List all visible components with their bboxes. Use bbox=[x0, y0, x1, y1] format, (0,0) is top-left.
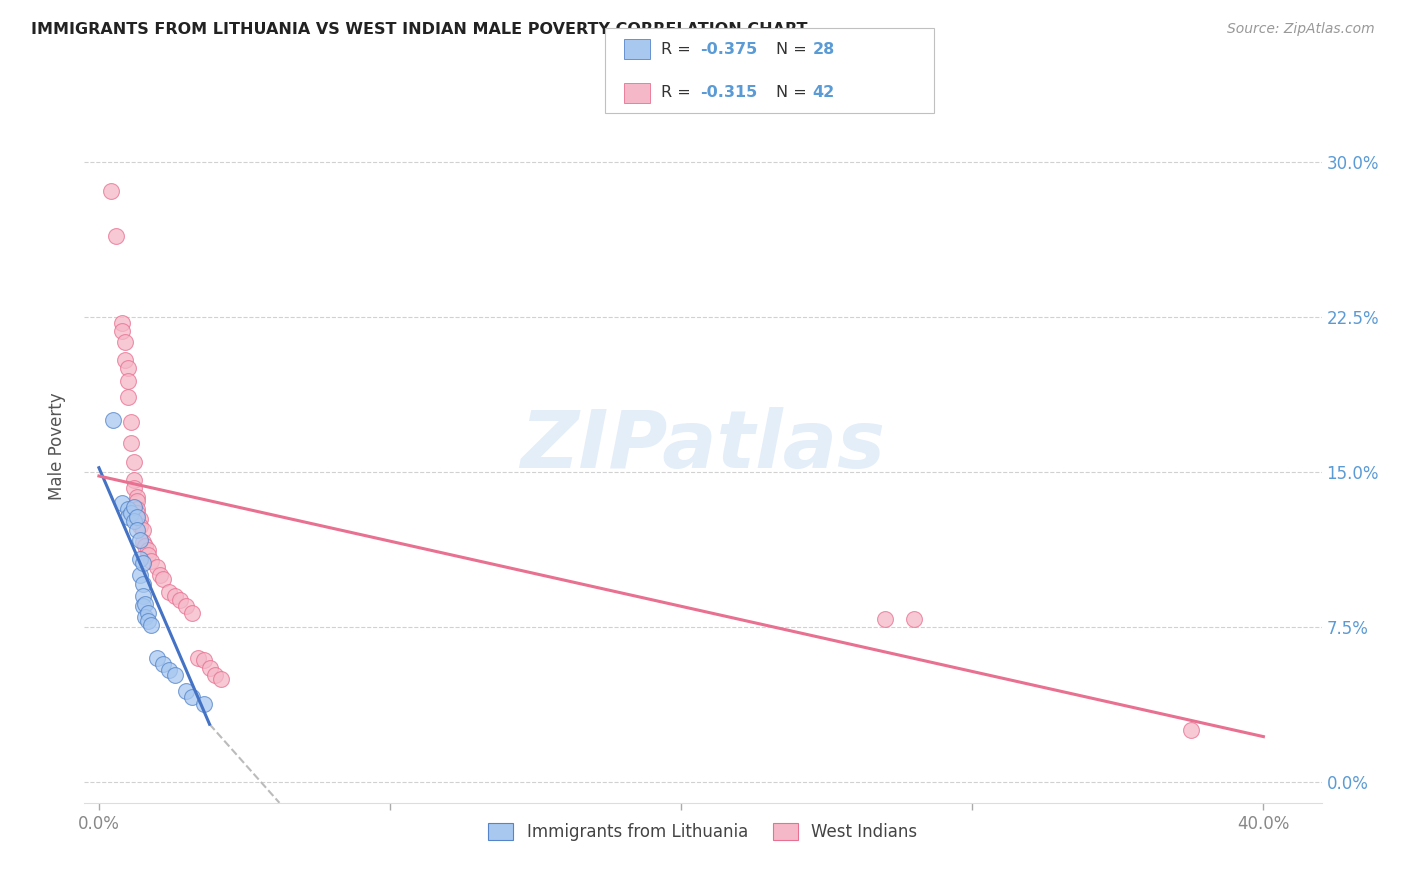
Point bbox=[111, 496, 134, 510]
Point bbox=[903, 612, 925, 626]
Point bbox=[122, 515, 145, 529]
Point bbox=[152, 573, 174, 587]
Point bbox=[131, 589, 153, 603]
Text: Source: ZipAtlas.com: Source: ZipAtlas.com bbox=[1227, 22, 1375, 37]
Point bbox=[138, 606, 160, 620]
Point bbox=[103, 413, 125, 427]
Point bbox=[117, 374, 139, 388]
Point bbox=[111, 316, 134, 330]
Point bbox=[120, 415, 142, 429]
Point bbox=[198, 661, 221, 675]
Point bbox=[134, 609, 156, 624]
Point bbox=[128, 518, 150, 533]
Text: R =: R = bbox=[661, 86, 696, 100]
Point bbox=[141, 618, 163, 632]
Point bbox=[141, 554, 163, 568]
Point bbox=[122, 482, 145, 496]
Point bbox=[152, 657, 174, 672]
Point bbox=[128, 512, 150, 526]
Point bbox=[187, 651, 209, 665]
Text: ZIPatlas: ZIPatlas bbox=[520, 407, 886, 485]
Text: R =: R = bbox=[661, 42, 696, 56]
Point bbox=[174, 599, 197, 614]
Point bbox=[125, 506, 148, 520]
Point bbox=[131, 535, 153, 549]
Point bbox=[114, 334, 136, 349]
Point bbox=[131, 599, 153, 614]
Text: N =: N = bbox=[776, 86, 813, 100]
Text: -0.375: -0.375 bbox=[700, 42, 758, 56]
Point bbox=[125, 493, 148, 508]
Point bbox=[117, 391, 139, 405]
Point bbox=[131, 556, 153, 570]
Point bbox=[193, 653, 215, 667]
Point bbox=[125, 502, 148, 516]
Point bbox=[131, 523, 153, 537]
Point bbox=[128, 551, 150, 566]
Point bbox=[117, 502, 139, 516]
Point bbox=[169, 593, 191, 607]
Point bbox=[149, 568, 172, 582]
Point bbox=[146, 651, 169, 665]
Point bbox=[138, 543, 160, 558]
Point bbox=[138, 548, 160, 562]
Point bbox=[117, 361, 139, 376]
Point bbox=[181, 690, 204, 705]
Point bbox=[125, 510, 148, 524]
Point bbox=[100, 184, 122, 198]
Point bbox=[134, 597, 156, 611]
Point bbox=[105, 229, 128, 244]
Point bbox=[117, 510, 139, 524]
Text: IMMIGRANTS FROM LITHUANIA VS WEST INDIAN MALE POVERTY CORRELATION CHART: IMMIGRANTS FROM LITHUANIA VS WEST INDIAN… bbox=[31, 22, 807, 37]
Point bbox=[204, 667, 226, 681]
Point bbox=[122, 500, 145, 514]
Point bbox=[146, 560, 169, 574]
Point bbox=[157, 664, 180, 678]
Point bbox=[111, 324, 134, 338]
Point bbox=[157, 584, 180, 599]
Point bbox=[114, 353, 136, 368]
Point bbox=[128, 568, 150, 582]
Y-axis label: Male Poverty: Male Poverty bbox=[48, 392, 66, 500]
Point bbox=[138, 614, 160, 628]
Point bbox=[181, 606, 204, 620]
Point bbox=[163, 667, 186, 681]
Point bbox=[209, 672, 232, 686]
Point bbox=[163, 589, 186, 603]
Point bbox=[122, 473, 145, 487]
Text: -0.315: -0.315 bbox=[700, 86, 758, 100]
Point bbox=[131, 576, 153, 591]
Point bbox=[125, 490, 148, 504]
Legend: Immigrants from Lithuania, West Indians: Immigrants from Lithuania, West Indians bbox=[482, 816, 924, 848]
Text: N =: N = bbox=[776, 42, 813, 56]
Point bbox=[125, 523, 148, 537]
Point bbox=[120, 436, 142, 450]
Point bbox=[122, 454, 145, 468]
Point bbox=[134, 539, 156, 553]
Point bbox=[174, 684, 197, 698]
Point bbox=[128, 533, 150, 548]
Point bbox=[193, 697, 215, 711]
Point bbox=[1180, 723, 1202, 738]
Point bbox=[120, 506, 142, 520]
Text: 42: 42 bbox=[813, 86, 835, 100]
Text: 28: 28 bbox=[813, 42, 835, 56]
Point bbox=[873, 612, 896, 626]
